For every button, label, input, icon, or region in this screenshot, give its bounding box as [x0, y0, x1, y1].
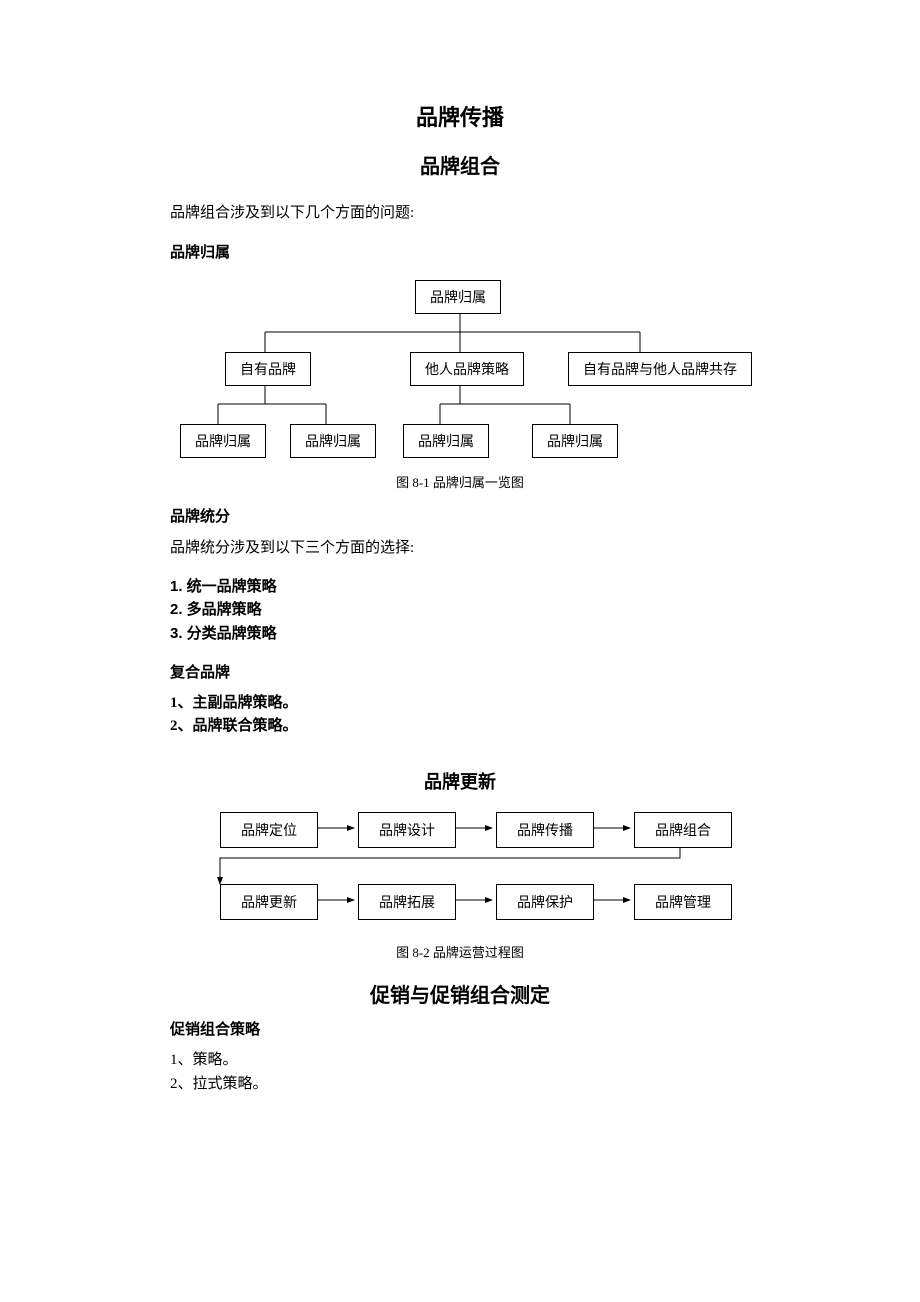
flow-r2-0: 品牌更新: [220, 884, 318, 920]
tongfen-item-1: 1. 统一品牌策略: [170, 575, 750, 598]
flow-r2-3: 品牌管理: [634, 884, 732, 920]
flow-r2-2: 品牌保护: [496, 884, 594, 920]
tree-l3-1: 品牌归属: [290, 424, 376, 458]
caption-tree: 图 8-1 品牌归属一览图: [170, 472, 750, 491]
flow-r1-1: 品牌设计: [358, 812, 456, 848]
fuhe-item-1: 1、主副品牌策略。: [170, 692, 750, 715]
brand-tree-diagram: 品牌归属 自有品牌 他人品牌策略 自有品牌与他人品牌共存 品牌归属 品牌归属 品…: [170, 276, 750, 466]
tree-l2-2: 自有品牌与他人品牌共存: [568, 352, 752, 386]
tree-l3-3: 品牌归属: [532, 424, 618, 458]
tree-l2-1: 他人品牌策略: [410, 352, 524, 386]
fuhe-item-2: 2、品牌联合策略。: [170, 715, 750, 738]
tongfen-item-3: 3. 分类品牌策略: [170, 622, 750, 645]
tree-l3-2: 品牌归属: [403, 424, 489, 458]
tongfen-item-2: 2. 多品牌策略: [170, 598, 750, 621]
sub-title: 品牌组合: [170, 150, 750, 179]
tree-l3-0: 品牌归属: [180, 424, 266, 458]
flow-r2-1: 品牌拓展: [358, 884, 456, 920]
heading-cuxiao: 促销组合策略: [170, 1018, 750, 1039]
tree-l2-0: 自有品牌: [225, 352, 311, 386]
cuxiao-item-1: 1、策略。: [170, 1049, 750, 1072]
title-cuxiao: 促销与促销组合测定: [170, 979, 750, 1008]
tongfen-intro: 品牌统分涉及到以下三个方面的选择:: [170, 536, 750, 562]
title-gengxin: 品牌更新: [170, 768, 750, 794]
brand-flow-diagram: 品牌定位 品牌设计 品牌传播 品牌组合 品牌更新 品牌拓展 品牌保护 品牌管理: [190, 806, 730, 936]
heading-fuhe: 复合品牌: [170, 661, 750, 682]
heading-tongfen: 品牌统分: [170, 505, 750, 526]
flow-r1-3: 品牌组合: [634, 812, 732, 848]
caption-flow: 图 8-2 品牌运营过程图: [170, 942, 750, 961]
heading-guishu: 品牌归属: [170, 241, 750, 262]
intro-text: 品牌组合涉及到以下几个方面的问题:: [170, 201, 750, 227]
main-title: 品牌传播: [170, 100, 750, 132]
tree-root: 品牌归属: [415, 280, 501, 314]
flow-r1-2: 品牌传播: [496, 812, 594, 848]
flow-r1-0: 品牌定位: [220, 812, 318, 848]
cuxiao-item-2: 2、拉式策略。: [170, 1073, 750, 1096]
